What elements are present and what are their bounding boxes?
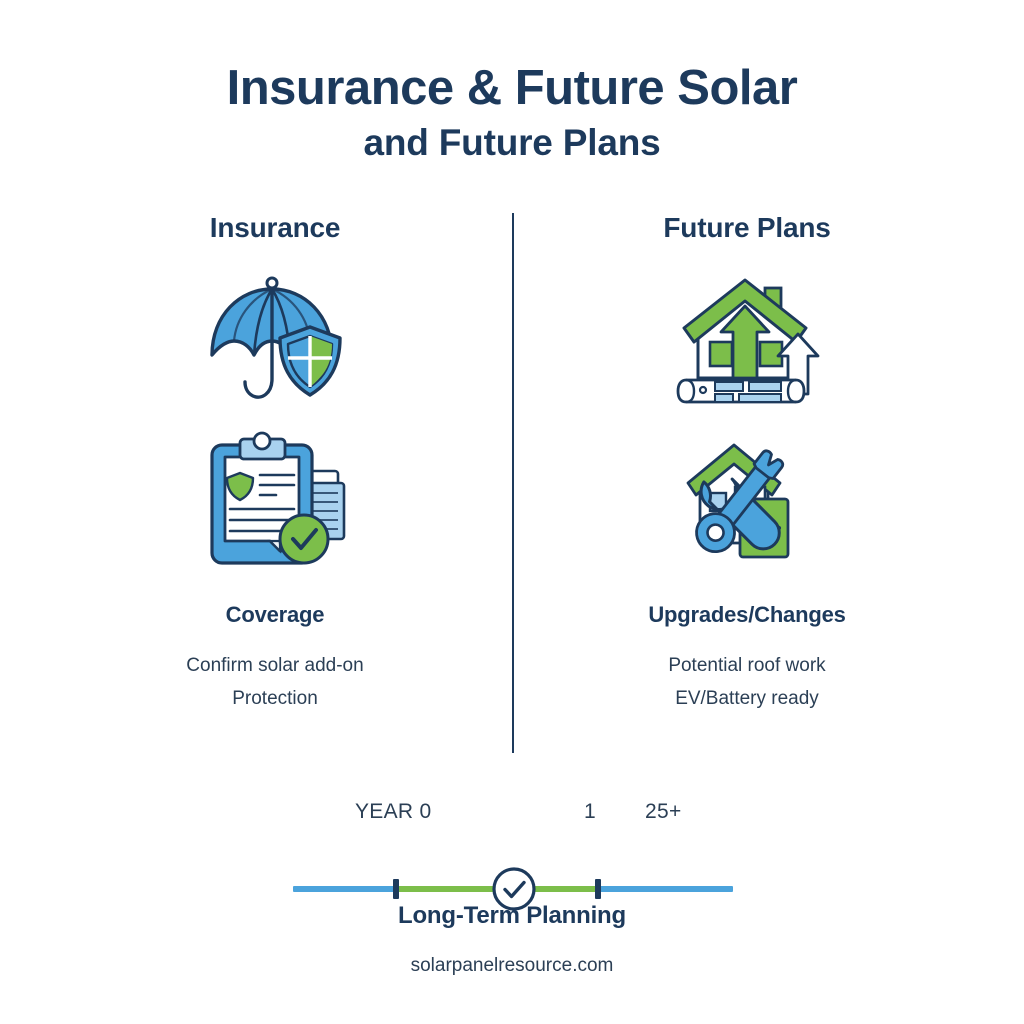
clipboard-check-icon	[65, 426, 485, 576]
body-text-insurance: Confirm solar add-on Protection	[65, 650, 485, 715]
page-title: Insurance & Future Solar and Future Plan…	[0, 61, 1024, 164]
timeline-segment-blue-left	[293, 886, 396, 892]
umbrella-shield-icon	[65, 262, 485, 422]
timeline-label-1: 1	[584, 800, 596, 823]
body-line-1: Potential roof work	[668, 655, 826, 676]
body-line-2: EV/Battery ready	[675, 687, 819, 709]
check-circle-icon	[491, 866, 537, 912]
timeline-segment-blue-right	[598, 886, 733, 892]
body-line-2: Protection	[232, 687, 318, 709]
footer-site-url: solarpanelresource.com	[410, 955, 614, 976]
timeline-labels: YEAR 0 1 25+	[0, 800, 1024, 834]
sub-heading-coverage: Coverage	[225, 602, 325, 627]
timeline-label-year-0: YEAR 0	[355, 800, 432, 823]
timeline-tick-year-1	[595, 879, 601, 899]
column-heading-future-plans: Future Plans	[663, 212, 831, 243]
body-text-future-plans: Potential roof work EV/Battery ready	[537, 650, 957, 715]
timeline-tick-year-0	[393, 879, 399, 899]
column-insurance: Insurance	[65, 212, 485, 715]
house-upgrade-arrow-icon	[537, 262, 957, 422]
timeline-segment-green-right	[534, 886, 598, 892]
title-line-1: Insurance & Future Solar	[226, 61, 798, 115]
wrench-battery-house-icon	[537, 426, 957, 576]
timeline-track	[0, 834, 1024, 911]
column-future-plans: Future Plans	[537, 212, 957, 715]
timeline: YEAR 0 1 25+ Long-Term Planning	[0, 800, 1024, 930]
timeline-label-25plus: 25+	[645, 800, 682, 823]
sub-heading-upgrades: Upgrades/Changes	[648, 602, 846, 627]
title-line-2: and Future Plans	[363, 121, 661, 163]
timeline-segment-green-left	[396, 886, 494, 892]
column-divider	[512, 213, 514, 753]
body-line-1: Confirm solar add-on	[186, 655, 364, 676]
column-heading-insurance: Insurance	[209, 212, 341, 243]
